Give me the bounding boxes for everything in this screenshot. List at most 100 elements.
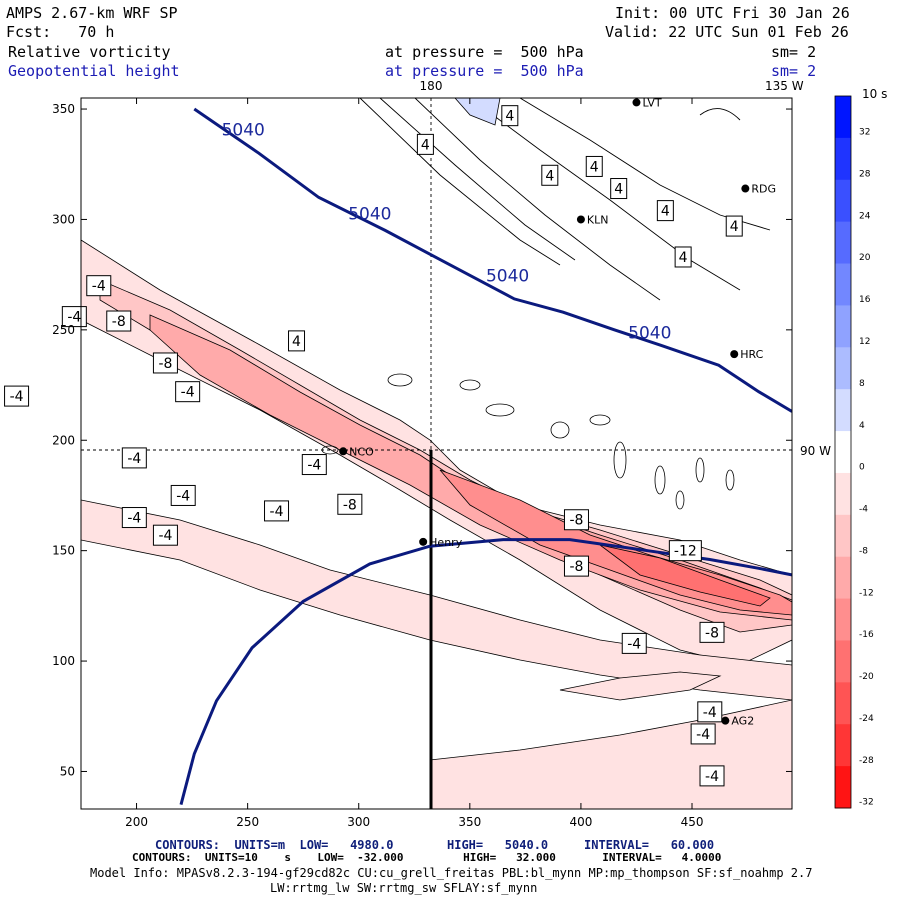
y-tick-label: 100 (52, 654, 75, 668)
colorbar-swatch (835, 347, 851, 390)
station-label: KLN (587, 213, 609, 226)
footer-physics-info: LW:rrtmg_lw SW:rrtmg_sw SFLAY:sf_mynn (270, 881, 538, 895)
vorticity-cell (725, 469, 735, 491)
station-marker (721, 716, 730, 725)
vorticity-cell (654, 465, 666, 495)
colorbar-swatch (835, 179, 851, 223)
colorbar-swatch (835, 514, 851, 558)
colorbar-swatch (835, 640, 851, 683)
colorbar-level: 12 (859, 337, 870, 347)
vorticity-label: 4 (585, 155, 603, 177)
x-tick-label: 300 (347, 815, 370, 829)
y-tick-label: 150 (52, 544, 75, 558)
vorticity-label: -4 (121, 507, 147, 529)
svg-text:-4: -4 (176, 488, 190, 504)
vorticity-label: 4 (674, 246, 692, 268)
vorticity-label: -4 (301, 454, 327, 476)
vorticity-label: -4 (621, 632, 647, 654)
vorticity-label: -8 (337, 493, 363, 515)
plot-area (81, 98, 792, 809)
svg-text:-4: -4 (10, 389, 24, 405)
footer-height-contours: CONTOURS: UNITS=m LOW= 4980.0 (155, 838, 394, 852)
field2-smoothing: sm= 2 (771, 62, 817, 80)
station-marker (419, 537, 428, 546)
station-marker (741, 184, 750, 193)
vorticity-label: 4 (501, 105, 519, 127)
colorbar-swatch (835, 389, 851, 432)
svg-text:-8: -8 (158, 356, 172, 372)
y-tick-label: 50 (60, 764, 75, 778)
svg-text:4: 4 (292, 334, 301, 350)
svg-text:4: 4 (661, 204, 670, 220)
svg-text:-8: -8 (343, 497, 357, 513)
svg-text:4: 4 (730, 219, 739, 235)
svg-text:-8: -8 (569, 559, 583, 575)
svg-text:-4: -4 (127, 511, 141, 527)
vorticity-band-minus4-south-a (81, 499, 792, 701)
colorbar-swatch (835, 305, 851, 348)
colorbar-swatch (835, 556, 851, 600)
svg-text:-4: -4 (307, 458, 321, 474)
svg-text:-8: -8 (705, 625, 719, 641)
station-label: AG2 (731, 715, 754, 728)
vorticity-label: -4 (699, 765, 725, 787)
colorbar-swatch (835, 431, 851, 474)
positive-vorticity-line (359, 98, 561, 266)
x-tick-label: 450 (681, 815, 704, 829)
colorbar-swatch (835, 472, 851, 516)
positive-vorticity-line (379, 98, 576, 261)
field1-level: at pressure = 500 hPa (385, 43, 584, 61)
y-tick-label: 200 (52, 433, 75, 447)
small-vorticity-cells (321, 373, 735, 510)
vorticity-label: -8 (699, 621, 725, 643)
vorticity-label: -4 (86, 275, 112, 297)
y-tick-label: 300 (52, 212, 75, 226)
x-tick-label: 200 (125, 815, 148, 829)
vorticity-label: -4 (697, 701, 723, 723)
vorticity-label: -4 (61, 306, 87, 328)
colorbar-frame (834, 95, 852, 809)
colorbar-swatch (835, 598, 851, 641)
colorbar-level: 16 (859, 295, 871, 305)
lat-label-90w: 90 W (800, 444, 831, 458)
reference-lines (81, 98, 792, 809)
svg-text:4: 4 (505, 109, 514, 125)
x-tick-label: 400 (569, 815, 592, 829)
vorticity-cell (613, 441, 627, 479)
svg-text:-4: -4 (67, 310, 81, 326)
vorticity-label: -8 (563, 509, 589, 531)
lon-label-135w: 135 W (765, 79, 804, 93)
station-marker (576, 215, 585, 224)
colorbar-title: 10 s (862, 87, 887, 101)
colorbar-swatch (835, 724, 851, 767)
positive-vorticity-patch (454, 98, 501, 126)
vorticity-cell (459, 379, 481, 391)
colorbar-level: 24 (859, 211, 871, 221)
svg-text:-4: -4 (270, 504, 284, 520)
colorbar-level: 28 (859, 169, 871, 179)
valid-time: Valid: 22 UTC Sun 01 Feb 26 (605, 23, 849, 41)
station-marker (730, 350, 739, 359)
height-contour-1 (179, 538, 792, 805)
colorbar: 32 28 24 20 16 12 8 4 0 -4 -8 -12 -16 -20 -24 -28 -32 (834, 95, 874, 809)
x-tick-label: 350 (458, 815, 481, 829)
vorticity-label: -4 (264, 500, 290, 522)
colorbar-level: -20 (859, 672, 874, 682)
colorbar-swatch (835, 96, 851, 139)
colorbar-swatch (835, 766, 851, 809)
init-time: Init: 00 UTC Fri 30 Jan 26 (615, 4, 850, 22)
footer-vorticity-contours: CONTOURS: UNITS=10 s LOW= -32.000 HIGH= … (132, 851, 722, 864)
vorticity-label: 4 (541, 164, 559, 186)
lon-label-180: 180 (420, 79, 443, 93)
vorticity-label: -4 (152, 524, 178, 546)
svg-text:-4: -4 (127, 451, 141, 467)
svg-text:-8: -8 (112, 314, 126, 330)
x-tick-label: 250 (236, 815, 259, 829)
station-label: HRC (740, 348, 763, 361)
vorticity-label: -8 (152, 352, 178, 374)
height-contour-0 (193, 107, 792, 413)
y-tick-label: 250 (52, 323, 75, 337)
colorbar-level: 8 (859, 379, 865, 389)
height-contour-label: 5040 (486, 266, 529, 286)
svg-text:4: 4 (590, 159, 599, 175)
